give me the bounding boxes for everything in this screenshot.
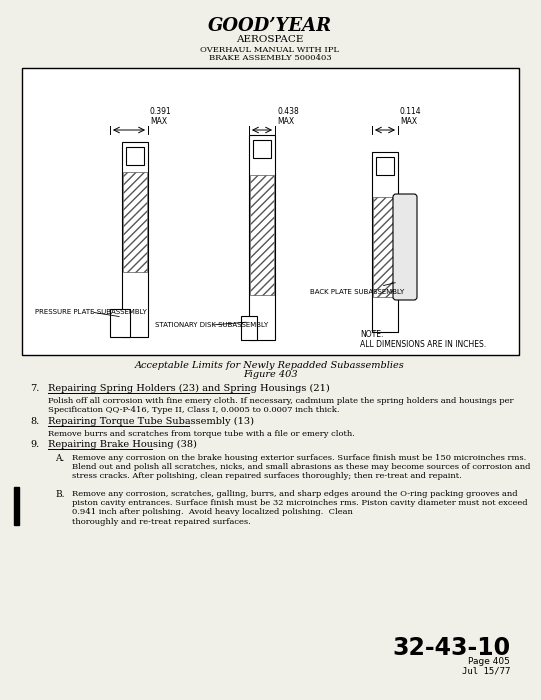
Bar: [110, 309, 130, 337]
Bar: [372, 152, 398, 332]
Text: 0.391
MAX: 0.391 MAX: [150, 106, 171, 126]
Text: AEROSPACE: AEROSPACE: [236, 36, 304, 45]
Text: Figure 403: Figure 403: [243, 370, 298, 379]
Bar: [249, 135, 275, 340]
Text: 9.: 9.: [30, 440, 39, 449]
Text: 7.: 7.: [30, 384, 39, 393]
Text: 0.438
MAX: 0.438 MAX: [277, 106, 299, 126]
Text: GOOD’YEAR: GOOD’YEAR: [208, 17, 332, 35]
Text: PRESSURE PLATE SUBASSEMBLY: PRESSURE PLATE SUBASSEMBLY: [35, 309, 147, 316]
Text: BRAKE ASSEMBLY 5000403: BRAKE ASSEMBLY 5000403: [209, 54, 331, 62]
Text: A.: A.: [55, 454, 64, 463]
Bar: [22, 68, 519, 355]
Text: 0.114
MAX: 0.114 MAX: [400, 106, 421, 126]
Bar: [253, 140, 271, 158]
Text: Remove any corrosion, scratches, galling, burrs, and sharp edges around the O-ri: Remove any corrosion, scratches, galling…: [72, 490, 527, 526]
Text: B.: B.: [55, 490, 64, 499]
Text: Repairing Brake Housing (38): Repairing Brake Housing (38): [48, 440, 197, 449]
Text: Acceptable Limits for Newly Repadded Subassemblies: Acceptable Limits for Newly Repadded Sub…: [135, 361, 405, 370]
Bar: [373, 197, 397, 297]
Bar: [126, 147, 144, 165]
Text: OVERHAUL MANUAL WITH IPL: OVERHAUL MANUAL WITH IPL: [201, 46, 340, 54]
Text: NOTE:
ALL DIMENSIONS ARE IN INCHES.: NOTE: ALL DIMENSIONS ARE IN INCHES.: [360, 330, 486, 349]
Text: Remove burrs and scratches from torque tube with a file or emery cloth.: Remove burrs and scratches from torque t…: [48, 430, 355, 438]
Bar: [241, 316, 257, 340]
Text: Jul 15/77: Jul 15/77: [461, 666, 510, 676]
Bar: [123, 172, 147, 272]
Text: 8.: 8.: [30, 417, 39, 426]
Bar: [122, 142, 148, 337]
Text: 32-43-10: 32-43-10: [392, 636, 510, 660]
Bar: [14, 487, 19, 525]
Text: Remove any corrosion on the brake housing exterior surfaces. Surface finish must: Remove any corrosion on the brake housin…: [72, 454, 531, 480]
Text: Repairing Torque Tube Subassembly (13): Repairing Torque Tube Subassembly (13): [48, 417, 254, 426]
Text: Page 405: Page 405: [468, 657, 510, 666]
Text: Polish off all corrosion with fine emery cloth. If necessary, cadmium plate the : Polish off all corrosion with fine emery…: [48, 397, 513, 414]
Text: STATIONARY DISK SUBASSEMBLY: STATIONARY DISK SUBASSEMBLY: [155, 322, 268, 328]
Bar: [250, 175, 274, 295]
Bar: [376, 157, 394, 175]
Text: BACK PLATE SUBASSEMBLY: BACK PLATE SUBASSEMBLY: [310, 283, 404, 295]
FancyBboxPatch shape: [393, 194, 417, 300]
Text: Repairing Spring Holders (23) and Spring Housings (21): Repairing Spring Holders (23) and Spring…: [48, 384, 330, 393]
